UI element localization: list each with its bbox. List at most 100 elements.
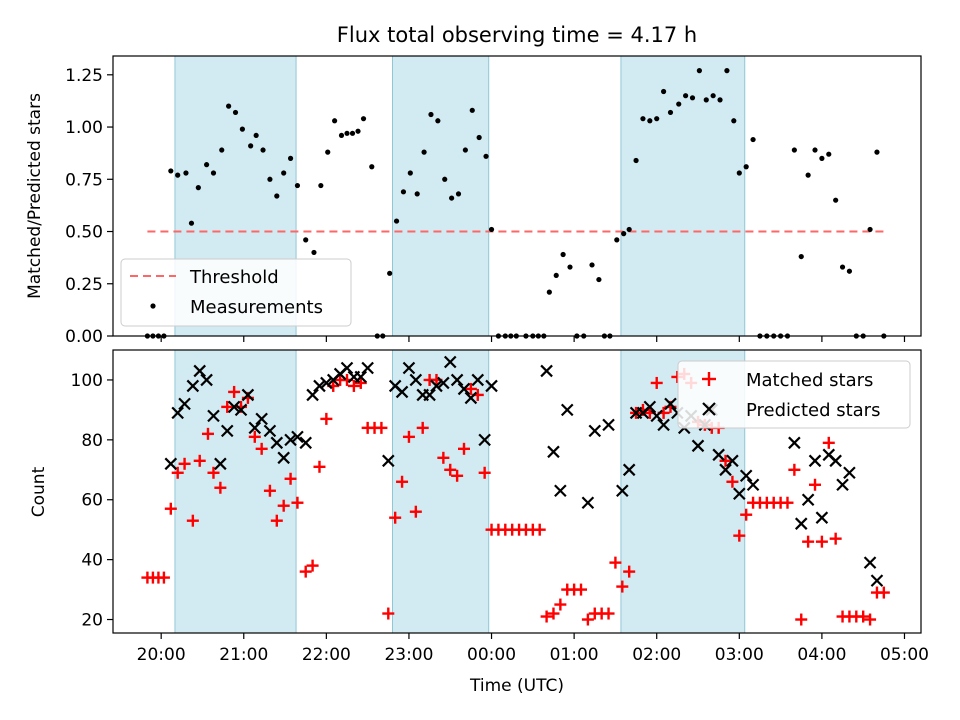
matched-star-point: [719, 454, 732, 467]
top-y-tick-label: 0.75: [65, 170, 103, 190]
bottom-y-axis-label: Count: [29, 466, 49, 517]
predicted-star-point: [726, 454, 739, 468]
matched-star-point: [581, 613, 594, 626]
matched-star-point: [228, 385, 241, 398]
measurement-point: [168, 168, 174, 174]
predicted-star-point: [457, 382, 471, 396]
predicted-star-point: [450, 373, 464, 387]
measurement-point: [805, 172, 811, 178]
legend-predicted-swatch: [702, 402, 716, 416]
measurement-point: [660, 88, 667, 95]
measurement-point: [360, 116, 367, 122]
bottom-x-ticks: 20:00 21:00 22:00 23:00 00:00 01:00 02:00 03:00…: [137, 633, 929, 665]
predicted-star-point: [540, 364, 553, 378]
legend-matched-label: Matched stars: [746, 370, 873, 391]
matched-star-point: [437, 451, 450, 464]
measurement-point: [204, 162, 210, 168]
matched-star-point: [178, 457, 191, 470]
measurement-point: [633, 157, 639, 164]
measurement-point: [219, 147, 225, 153]
measurement-point: [195, 185, 201, 191]
chart-title: Flux total observing time = 4.17 h: [337, 23, 697, 47]
predicted-star-point: [200, 373, 213, 387]
measurement-point: [683, 93, 689, 99]
bottom-y-tick-label: 40: [81, 551, 103, 571]
matched-star-point: [451, 469, 464, 482]
matched-star-point: [186, 514, 199, 527]
matched-star-point: [444, 463, 457, 476]
matched-star-point: [201, 427, 214, 440]
predicted-star-point: [622, 463, 636, 477]
measurement-point: [188, 220, 195, 226]
matched-star-point: [740, 508, 753, 521]
matched-star-point: [221, 400, 234, 413]
measurement-point: [338, 132, 345, 139]
predicted-star-point: [220, 424, 234, 438]
measurement-point: [874, 149, 880, 155]
matched-star-point: [464, 382, 477, 395]
measurement-point: [553, 272, 559, 279]
matched-star-point: [554, 598, 567, 611]
predicted-star-point: [277, 451, 290, 465]
matched-star-point: [815, 535, 828, 548]
matched-star-point: [164, 502, 177, 515]
bottom-shaded-interval: [392, 349, 490, 634]
measurement-point: [318, 182, 324, 189]
matched-star-point: [877, 586, 890, 599]
measurement-point: [710, 93, 716, 99]
predicted-star-point: [616, 484, 629, 498]
matched-star-point: [299, 565, 312, 578]
predicted-star-point: [270, 436, 284, 450]
measurement-point: [332, 118, 338, 124]
matched-star-point: [547, 607, 560, 620]
top-legend-box: [120, 258, 352, 327]
legend-measurements-label: Measurements: [190, 297, 323, 318]
measurement-point: [812, 147, 818, 153]
measurement-point: [442, 176, 448, 182]
measurement-point: [743, 164, 749, 170]
matched-star-point: [802, 535, 815, 548]
measurement-point: [596, 276, 602, 283]
measurement-point: [640, 116, 646, 122]
measurement-point: [175, 172, 181, 178]
predicted-star-point: [863, 556, 877, 569]
measurement-point: [349, 130, 356, 136]
predicted-star-point: [712, 448, 725, 462]
matched-star-point: [478, 466, 491, 479]
measurement-point: [724, 68, 730, 74]
matched-star-point: [809, 478, 822, 491]
predicted-star-point: [207, 409, 220, 423]
predicted-star-point: [340, 361, 354, 375]
predicted-star-point: [409, 373, 423, 387]
matched-star-point: [382, 607, 395, 620]
measurement-point: [435, 118, 441, 124]
predicted-star-point: [815, 511, 829, 524]
legend-predicted-label: Predicted stars: [746, 400, 880, 421]
top-y-tick-label: 1.25: [65, 66, 103, 86]
predicted-star-point: [664, 397, 677, 411]
bottom-y-tick-label: 80: [81, 431, 103, 451]
measurement-point: [294, 182, 301, 189]
measurement-point: [826, 151, 832, 157]
predicted-star-point: [234, 403, 248, 417]
predicted-star-point: [801, 493, 815, 507]
predicted-star-point: [320, 376, 333, 390]
predicted-star-point: [214, 457, 227, 471]
measurement-point: [717, 97, 723, 103]
matched-star-point: [788, 463, 801, 476]
top-legend: Threshold Measurements: [120, 258, 352, 327]
predicted-star-point: [581, 496, 595, 510]
predicted-star-point: [395, 385, 409, 399]
matched-star-point: [795, 613, 808, 626]
legend-measurements-swatch: [150, 303, 156, 309]
matched-star-point: [207, 466, 220, 479]
predicted-star-point: [313, 379, 326, 393]
measurement-point: [667, 109, 674, 116]
measurement-point: [560, 251, 566, 258]
top-y-axis-label: Matched/Predicted stars: [25, 93, 45, 299]
legend-threshold-label: Threshold: [189, 267, 279, 288]
measurement-point: [614, 237, 620, 243]
x-tick-label: 05:00: [880, 645, 929, 665]
measurement-point: [428, 111, 434, 118]
predicted-star-point: [248, 421, 262, 435]
